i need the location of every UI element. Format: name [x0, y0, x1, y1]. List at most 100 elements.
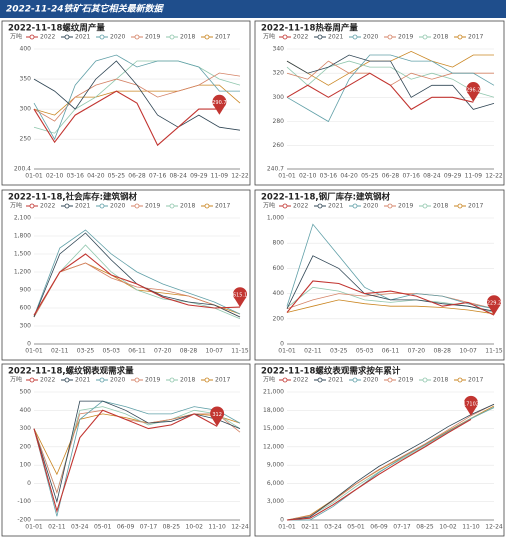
- y-tick-label: 400: [273, 290, 285, 297]
- x-tick-label: 05-25: [361, 173, 379, 180]
- x-tick-label: 11-15: [231, 348, 249, 355]
- legend-label: 2021: [75, 203, 90, 210]
- x-tick-label: 10-02: [439, 524, 457, 531]
- legend-dot: [282, 34, 288, 40]
- x-tick-label: 10-02: [186, 524, 204, 531]
- x-tick-label: 12-24: [485, 524, 503, 531]
- legend-dot: [352, 377, 358, 383]
- legend-dot: [422, 203, 428, 209]
- legend-dot: [169, 34, 175, 40]
- x-tick-label: 04-20: [340, 173, 358, 180]
- y-tick-label: 0: [280, 517, 284, 524]
- x-tick-label: 01-01: [25, 348, 43, 355]
- legend-label: 2019: [398, 34, 413, 41]
- x-tick-label: 03-24: [71, 524, 89, 531]
- legend-label: 2018: [433, 203, 448, 210]
- legend-label: 2020: [110, 203, 125, 210]
- y-tick-label: 0: [27, 480, 31, 487]
- panel-border: [1, 363, 251, 537]
- series-line: [286, 255, 495, 312]
- y-tick-label: 300: [20, 425, 32, 432]
- legend-label: 2021: [328, 203, 343, 210]
- legend-dot: [99, 34, 105, 40]
- legend-unit: 万吨: [10, 33, 22, 41]
- y-tick-label: 12,000: [263, 443, 284, 450]
- legend-label: 2020: [110, 377, 125, 384]
- x-tick-label: 07-17: [393, 524, 411, 531]
- y-tick-label: 200.4: [14, 166, 31, 173]
- x-tick-label: 08-28: [180, 348, 198, 355]
- x-tick-label: 03-24: [324, 524, 342, 531]
- x-tick-label: 05-25: [108, 173, 126, 180]
- x-tick-label: 02-11: [301, 524, 319, 531]
- legend-dot: [387, 377, 393, 383]
- x-tick-label: 02-11: [48, 524, 66, 531]
- series-line: [33, 229, 241, 317]
- y-tick-label: -100: [17, 498, 31, 505]
- legend-dot: [29, 203, 35, 209]
- x-tick-label: 06-11: [128, 348, 146, 355]
- series-line: [286, 405, 495, 521]
- y-tick-label: 500: [20, 389, 32, 396]
- x-tick-label: 04-20: [87, 173, 105, 180]
- y-tick-label: 250: [20, 136, 32, 143]
- x-tick-label: 11-09: [465, 173, 483, 180]
- legend-label: 2021: [75, 34, 90, 41]
- series-line: [33, 60, 241, 134]
- y-tick-label: 3,000: [267, 498, 284, 505]
- chart-title: 2022-11-18螺纹表观需求按年累计: [261, 366, 401, 377]
- x-tick-label: 02-11: [51, 348, 69, 355]
- legend-label: 2019: [145, 377, 160, 384]
- pin-label: 290.7: [212, 100, 226, 106]
- legend-label: 2018: [180, 203, 195, 210]
- legend-label: 2019: [398, 377, 413, 384]
- legend-dot: [169, 377, 175, 383]
- pin-marker: [232, 287, 247, 308]
- x-tick-label: 08-24: [423, 173, 441, 180]
- legend-label: 2019: [398, 203, 413, 210]
- series-line: [286, 72, 474, 111]
- legend-label: 2017: [468, 203, 483, 210]
- legend-label: 2021: [328, 34, 343, 41]
- legend-label: 2022: [40, 377, 55, 384]
- x-tick-label: 05-03: [356, 348, 374, 355]
- x-tick-label: 11-10: [462, 524, 480, 531]
- legend-label: 2019: [145, 34, 160, 41]
- y-tick-label: 300: [20, 323, 32, 330]
- x-tick-label: 08-24: [169, 173, 187, 180]
- y-tick-label: 900: [20, 287, 32, 294]
- legend-dot: [134, 34, 140, 40]
- series-line: [287, 406, 495, 521]
- legend-dot: [99, 377, 105, 383]
- x-tick-label: 09-29: [190, 173, 208, 180]
- legend-label: 2021: [328, 377, 343, 384]
- x-tick-label: 08-25: [163, 524, 181, 531]
- pin-label: 17102: [463, 401, 479, 407]
- x-tick-label: 11-10: [208, 524, 226, 531]
- y-tick-label: 400: [20, 46, 32, 53]
- legend-dot: [457, 34, 463, 40]
- x-tick-label: 11-09: [211, 173, 229, 180]
- legend-dot: [317, 377, 323, 383]
- series-line: [33, 90, 220, 147]
- y-tick-label: 0: [280, 341, 284, 348]
- series-line: [33, 60, 241, 131]
- chart-title: 2022-11-18热卷周产量: [261, 23, 358, 34]
- legend-label: 2022: [293, 34, 308, 41]
- legend-dot: [457, 203, 463, 209]
- x-tick-label: 11-15: [485, 348, 503, 355]
- pin-marker: [212, 94, 227, 115]
- x-tick-label: 06-09: [117, 524, 135, 531]
- y-tick-label: 600: [273, 265, 285, 272]
- x-tick-label: 01-01: [278, 348, 296, 355]
- y-tick-label: 320: [273, 70, 285, 77]
- legend-dot: [387, 203, 393, 209]
- pin-marker: [464, 395, 478, 416]
- legend-unit: 万吨: [10, 376, 22, 384]
- legend-label: 2022: [293, 377, 308, 384]
